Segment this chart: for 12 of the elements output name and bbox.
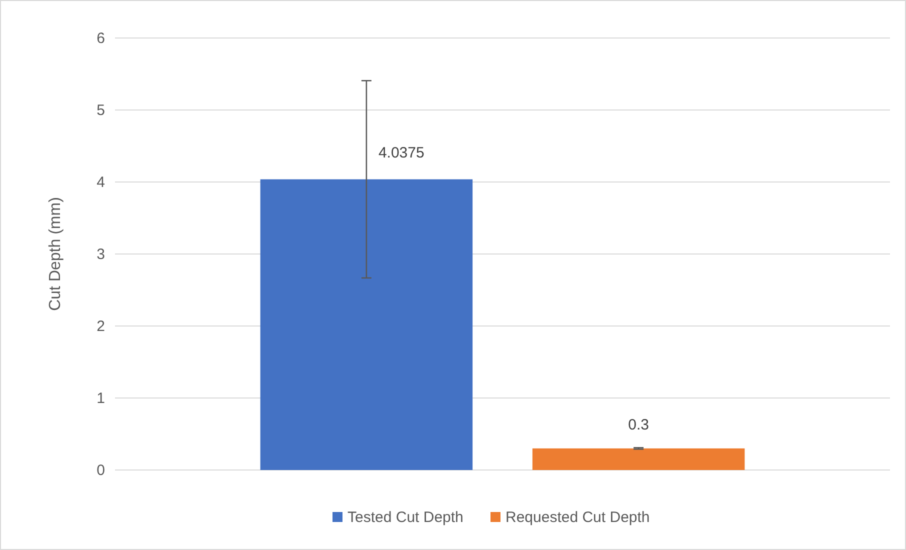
y-tick-label: 1 [96, 390, 105, 407]
data-label: 4.0375 [378, 144, 424, 162]
y-tick-label: 3 [96, 246, 105, 263]
legend-label: Requested Cut Depth [506, 509, 650, 526]
legend-label: Tested Cut Depth [348, 509, 464, 526]
y-tick-label: 6 [96, 30, 105, 47]
y-axis-title: Cut Depth (mm) [47, 197, 64, 311]
y-tick-label: 4 [96, 174, 105, 191]
y-tick-label: 2 [96, 318, 105, 335]
y-tick-label: 0 [96, 462, 105, 479]
data-label: 0.3 [628, 416, 649, 434]
y-tick-label: 5 [96, 102, 105, 119]
